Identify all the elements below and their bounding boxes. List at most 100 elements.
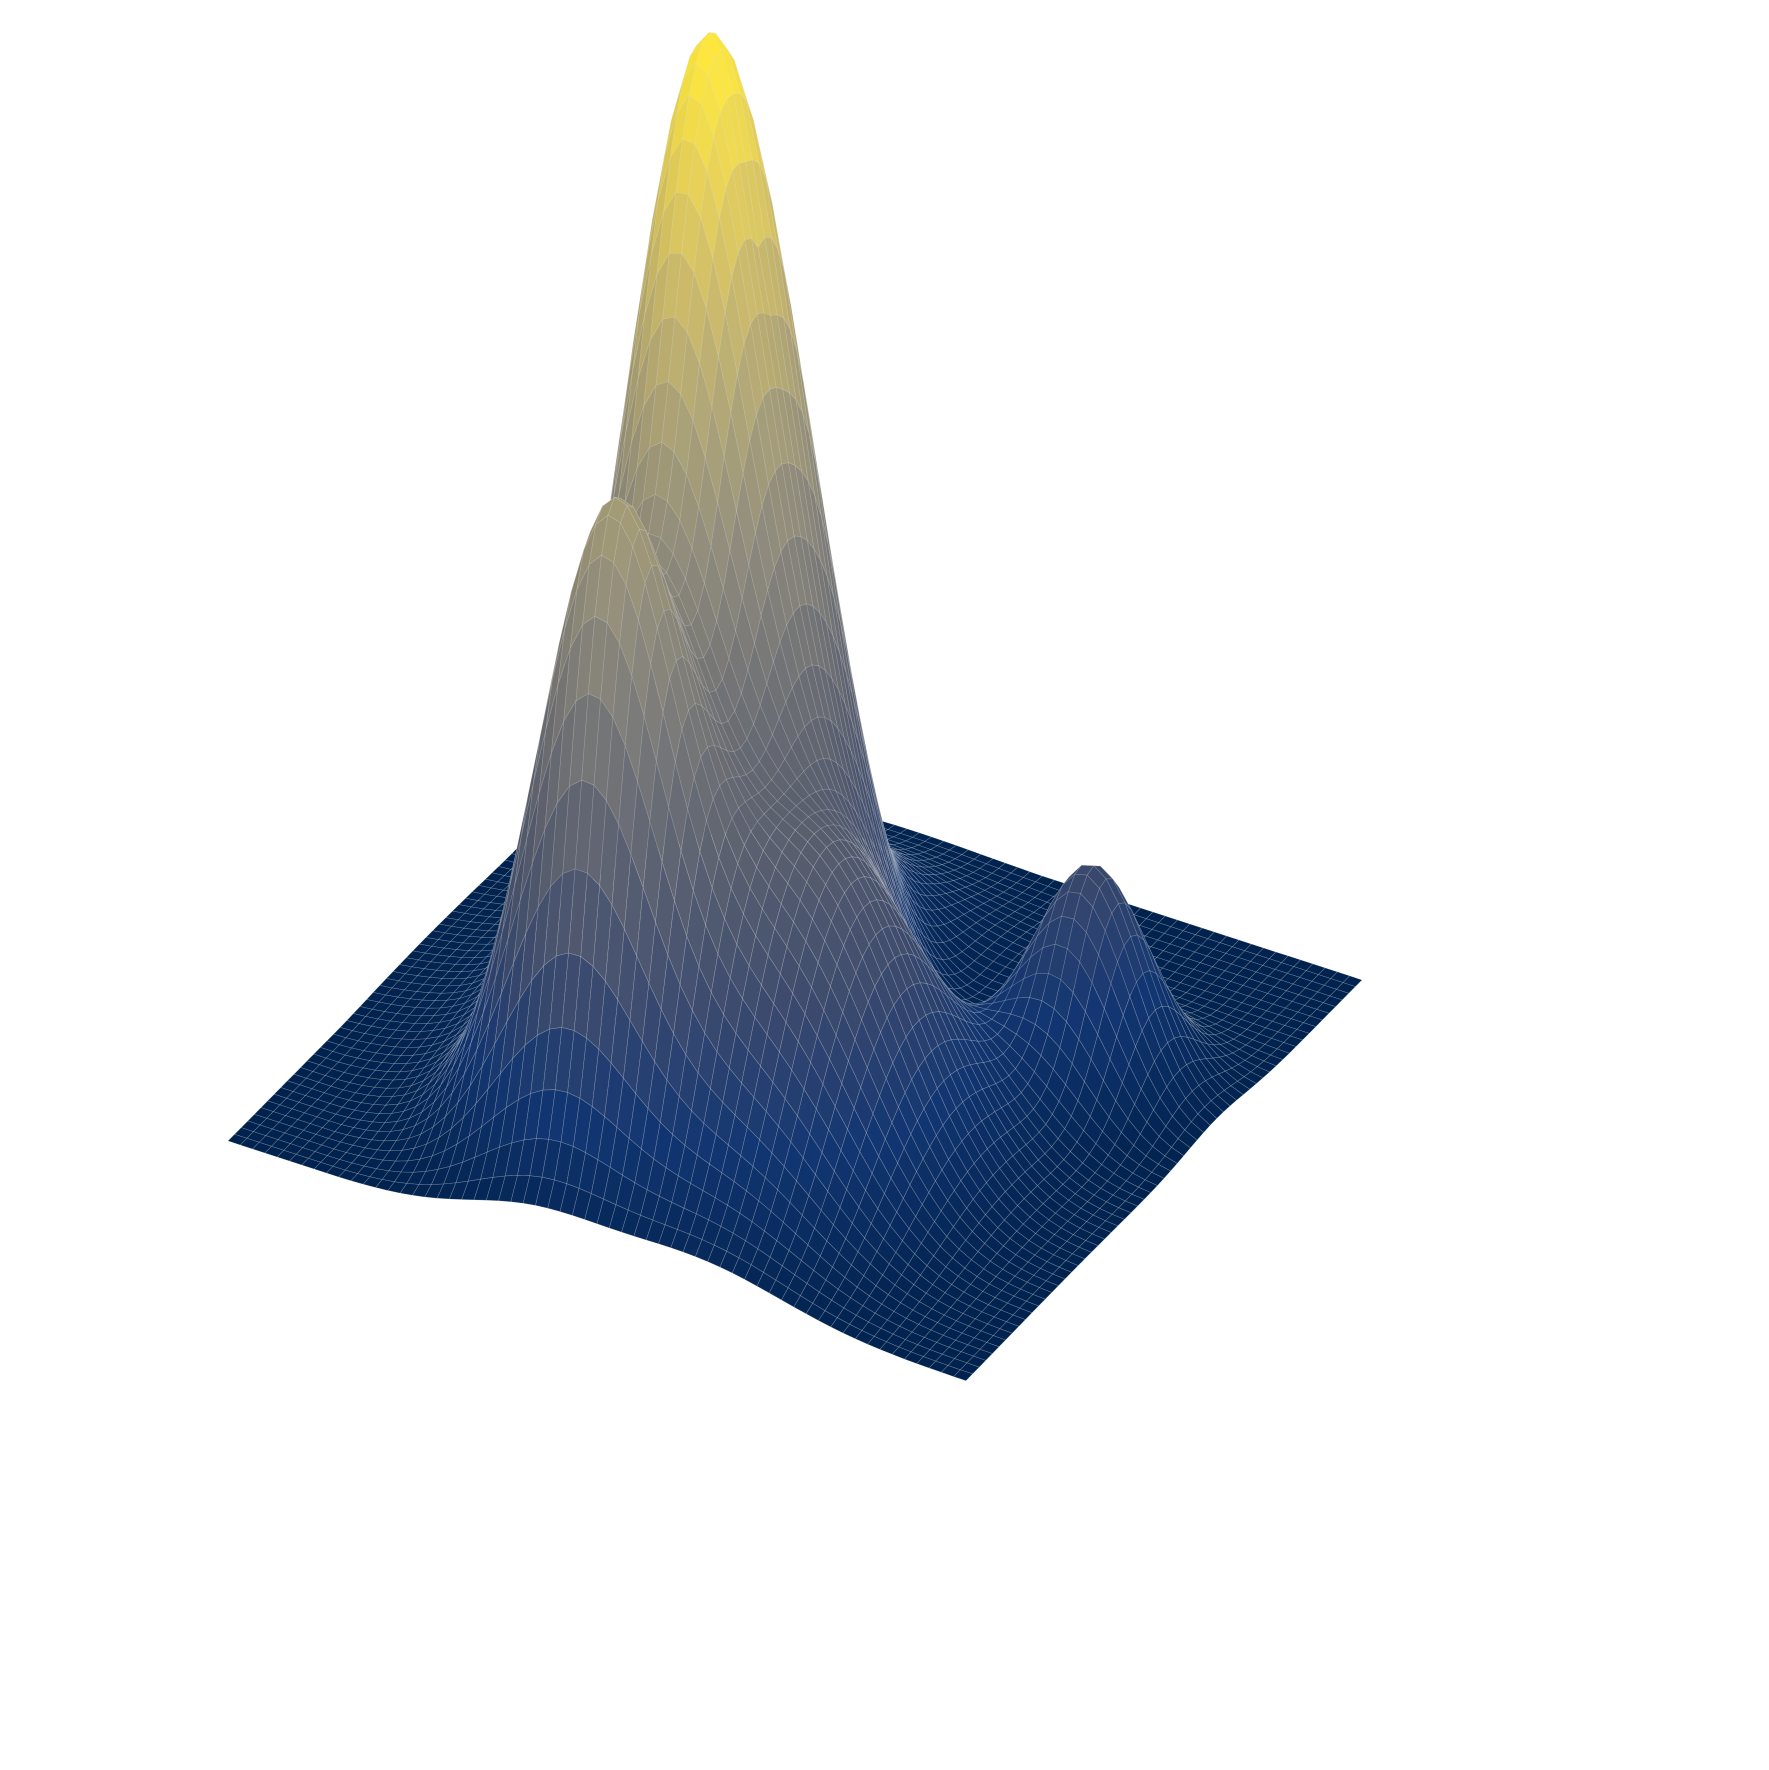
surface-cell [943,921,964,937]
surface-cell [995,1080,1016,1105]
surface-cell [360,1094,381,1105]
surface-cell [988,1083,1009,1109]
surface-cell [361,1077,382,1088]
surface-cell [801,1194,822,1229]
surface-cell [1227,1024,1248,1036]
surface-cell [954,970,975,986]
surface-cell [505,1044,526,1109]
surface-cell [399,1183,420,1196]
surface-cell [365,1121,386,1132]
surface-cell [868,934,889,975]
surface-cell [682,1233,703,1257]
surface-cell [997,997,1018,1015]
surface-cell [461,950,482,959]
surface-cell [376,1028,397,1039]
surface-cell [1223,1085,1244,1101]
surface-cell [510,1174,531,1204]
surface-cell [1335,982,1356,994]
surface-cell [626,263,646,390]
surface-cell [435,962,457,972]
surface-cell [978,877,999,888]
surface-cell [960,966,981,981]
surface-cell [926,874,948,884]
surface-cell [1098,1220,1119,1233]
surface-cell [482,916,503,925]
surface-cell [1177,1129,1198,1149]
surface-cell [1091,1227,1112,1240]
surface-cell [956,914,977,928]
surface-cell [828,1105,848,1152]
surface-cell [1003,872,1024,884]
surface-cell [239,1137,260,1150]
surface-cell [666,553,686,597]
surface-cell [943,1307,964,1322]
surface-cell [434,992,455,1002]
surface-cell [372,1113,393,1123]
surface-cell [771,769,791,795]
surface-cell [476,908,497,918]
surface-cell [600,621,620,719]
surface-cell [1038,1280,1059,1293]
surface-cell [1263,1054,1284,1067]
surface-cell [570,564,590,649]
surface-cell [687,777,707,852]
surface-cell [1173,982,1194,993]
surface-cell [646,1158,667,1197]
surface-cell [452,982,474,994]
surface-cell [1198,973,1219,985]
surface-cell [490,881,511,891]
surface-cell [744,1264,764,1287]
surface-cell [967,1162,987,1192]
surface-cell [694,702,715,748]
surface-cell [1104,1213,1125,1227]
surface-cell [566,1146,586,1189]
surface-cell [554,1141,574,1185]
surface-cell [930,1087,950,1126]
surface-cell [342,1082,363,1094]
surface-cell [559,1183,580,1216]
surface-cell [414,1101,435,1127]
surface-cell [407,1023,428,1032]
surface-cell [1001,1075,1022,1100]
surface-cell [536,955,557,1036]
surface-cell [385,1094,406,1106]
surface-cell [335,1106,356,1118]
surface-cell [628,1092,649,1150]
surface-cell [953,1369,974,1382]
surface-cell [451,1042,472,1094]
surface-cell [364,1139,385,1151]
surface-cell [879,1341,900,1355]
surface-cell [380,1071,401,1081]
surface-cell [584,1193,604,1225]
surface-cell [717,456,737,551]
surface-cell [799,881,820,920]
surface-cell [1190,1010,1211,1019]
surface-cell [955,931,976,947]
surface-cell [727,710,748,749]
surface-cell [345,1144,366,1156]
surface-cell [1023,947,1044,980]
surface-cell [745,769,766,794]
surface-cell [1124,1193,1145,1207]
surface-cell [851,1251,871,1277]
surface-cell [478,878,499,889]
surface-cell [714,48,734,100]
surface-cell [932,1275,953,1294]
surface-cell [1162,943,1183,956]
surface-cell [1329,988,1350,1001]
surface-cell [467,943,489,952]
surface-cell [933,873,955,883]
surface-cell [816,1009,837,1060]
surface-cell [695,1239,715,1262]
surface-cell [636,385,657,468]
surface-cell [679,934,700,1012]
surface-cell [1071,1246,1092,1260]
surface-cell [415,1084,436,1107]
surface-cell [955,1101,976,1135]
surface-cell [919,982,940,1013]
surface-cell [613,372,633,498]
surface-cell [672,1095,692,1146]
surface-cell [449,934,471,944]
surface-cell [792,965,812,1015]
surface-cell [1111,1207,1132,1220]
